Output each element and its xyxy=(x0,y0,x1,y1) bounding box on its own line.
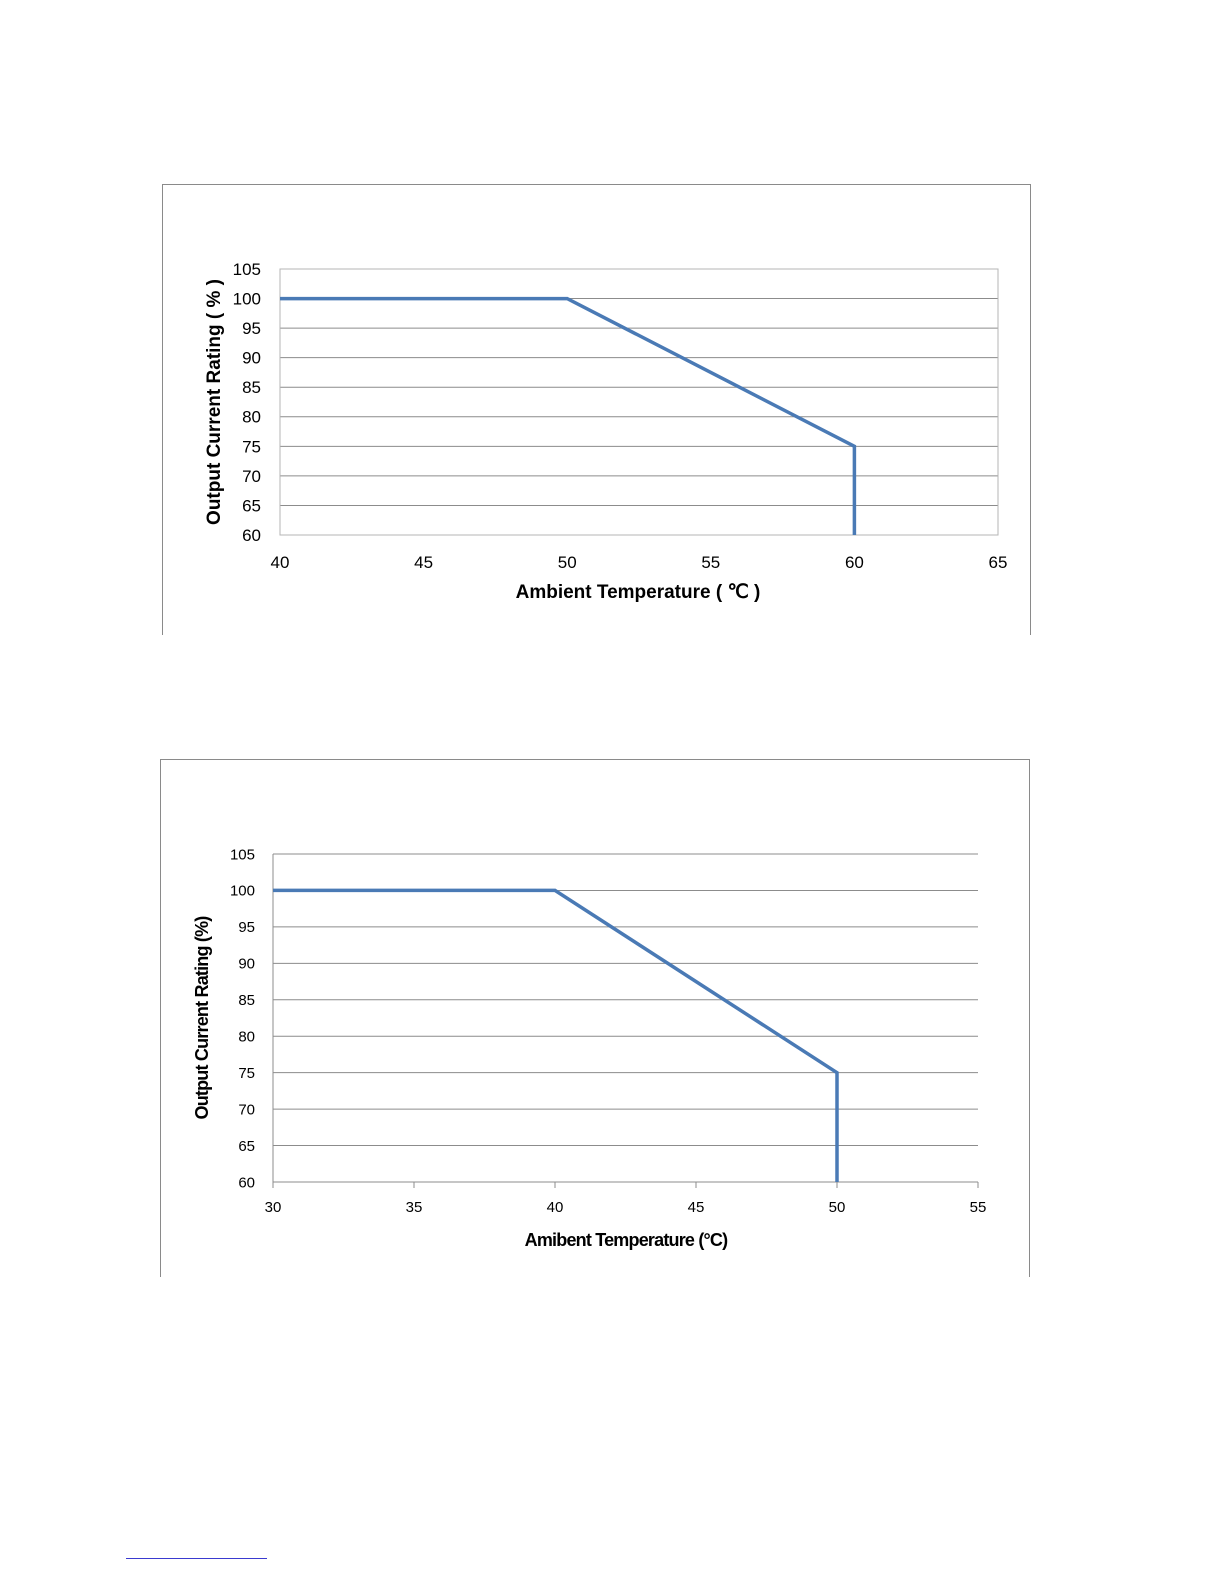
chart-1-x-tick-label: 45 xyxy=(414,553,433,572)
chart-1-plot-border xyxy=(279,268,999,536)
chart-2-y-tick-label: 95 xyxy=(238,919,255,936)
chart-2-y-tick-label: 90 xyxy=(238,956,255,973)
chart-2-y-tick-label: 60 xyxy=(238,1174,255,1191)
chart-1-y-tick-label: 95 xyxy=(242,319,261,338)
chart-1-plot: 60 65 70 75 80 85 90 95 100 105 40 45 50 55 60 65 xyxy=(233,260,1008,572)
chart-1-x-tick-label: 65 xyxy=(989,553,1008,572)
chart-2-y-tick-label: 65 xyxy=(238,1138,255,1155)
chart-2-x-tick-label: 40 xyxy=(547,1199,564,1216)
chart-frame-1 xyxy=(162,184,1031,635)
chart-1-y-tick-label: 85 xyxy=(242,378,261,397)
chart-1-y-tick-label: 75 xyxy=(242,437,261,456)
chart-1-y-tick-label: 105 xyxy=(233,260,261,279)
chart-1-x-tick-label: 50 xyxy=(558,553,577,572)
chart-2-y-tick-label: 75 xyxy=(238,1065,255,1082)
chart-1-y-tick-label: 65 xyxy=(242,496,261,515)
chart-2-plot: 60 65 70 75 80 85 90 95 100 105 30 35 40 45 50 55 xyxy=(230,846,986,1216)
chart-2-y-axis-label: Output Current Rating (%) xyxy=(192,916,212,1120)
chart-1-y-tick-label: 90 xyxy=(242,349,261,368)
chart-2-x-tick-label: 50 xyxy=(829,1199,846,1216)
chart-1-x-tick-label: 60 xyxy=(845,553,864,572)
chart-2-x-tick-label: 55 xyxy=(970,1199,987,1216)
chart-2-x-tick-label: 45 xyxy=(688,1199,705,1216)
chart-2-y-tick-label: 85 xyxy=(238,992,255,1009)
chart-1-x-tick-label: 55 xyxy=(701,553,720,572)
chart-2-series-line xyxy=(273,888,839,1182)
chart-1-y-tick-label: 70 xyxy=(242,467,261,486)
chart-1-x-tick-label: 40 xyxy=(271,553,290,572)
chart-1-y-tick-label: 100 xyxy=(233,290,261,309)
footnote-rule xyxy=(126,1558,267,1559)
chart-1-y-tick-label: 80 xyxy=(242,408,261,427)
chart-1-series-line xyxy=(280,296,857,535)
chart-2-x-tick-label: 30 xyxy=(265,1199,282,1216)
chart-2-y-tick-label: 70 xyxy=(238,1101,255,1118)
chart-1-x-axis-label: Ambient Temperature ( ℃ ) xyxy=(516,582,761,603)
chart-2-x-axis-label: Amibent Temperature (°C) xyxy=(525,1230,728,1250)
chart-2-y-tick-label: 100 xyxy=(230,883,255,900)
chart-frame-2 xyxy=(160,759,1030,1277)
chart-1-y-axis-label: Output Current Rating ( % ) xyxy=(204,279,225,525)
chart-2-y-tick-label: 105 xyxy=(230,846,255,863)
chart-1-y-tick-label: 60 xyxy=(242,526,261,545)
chart-2-y-tick-label: 80 xyxy=(238,1028,255,1045)
chart-2-x-tick-label: 35 xyxy=(406,1199,423,1216)
